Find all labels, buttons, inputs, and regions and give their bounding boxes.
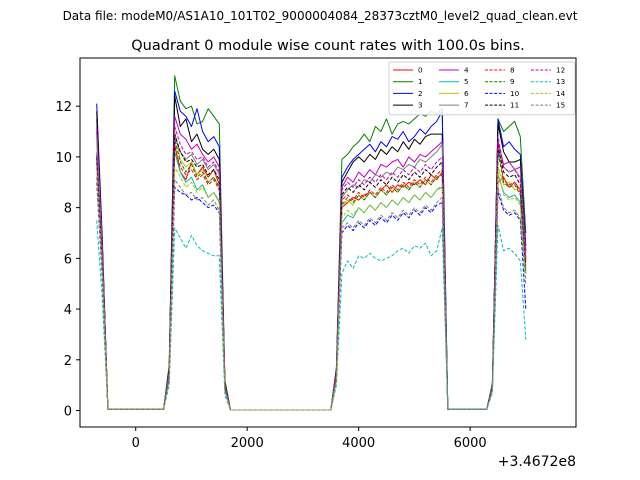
legend-label-5: 5 xyxy=(464,77,469,86)
legend-label-0: 0 xyxy=(418,66,423,75)
y-tick-label: 2 xyxy=(64,354,72,369)
series-line-15 xyxy=(96,177,527,411)
series-line-10 xyxy=(96,182,527,411)
series-line-7 xyxy=(96,136,527,411)
series-line-8 xyxy=(96,143,527,411)
legend-label-3: 3 xyxy=(418,101,423,110)
series-line-13 xyxy=(96,220,527,411)
series-line-5 xyxy=(96,151,527,411)
series-line-14 xyxy=(96,166,527,411)
x-tick-label: 2000 xyxy=(231,436,264,451)
x-axis-ticks: 0 2000 4000 6000 xyxy=(132,427,487,451)
y-tick-label: 12 xyxy=(55,100,72,115)
x-tick-label: 6000 xyxy=(454,436,487,451)
plot-lines xyxy=(96,75,527,411)
legend-label-7: 7 xyxy=(464,101,469,110)
y-tick-label: 8 xyxy=(64,202,72,217)
legend-box xyxy=(388,61,576,116)
legend-label-6: 6 xyxy=(464,89,469,98)
series-line-0 xyxy=(96,131,527,411)
series-line-6 xyxy=(96,131,527,411)
legend-label-4: 4 xyxy=(464,66,469,75)
series-line-11 xyxy=(96,133,527,411)
legend-label-12: 12 xyxy=(556,66,565,75)
series-line-9 xyxy=(96,138,527,411)
legend-label-10: 10 xyxy=(510,89,520,98)
y-tick-label: 4 xyxy=(64,303,72,318)
legend-label-1: 1 xyxy=(418,77,423,86)
legend-label-8: 8 xyxy=(510,66,515,75)
x-tick-label: 4000 xyxy=(342,436,375,451)
axes-frame xyxy=(79,57,577,428)
y-tick-label: 6 xyxy=(64,252,72,267)
figure-suptitle: Data file: modeM0/AS1A10_101T02_90000040… xyxy=(63,9,578,23)
series-line-4 xyxy=(96,115,527,411)
series-line-2 xyxy=(96,90,527,411)
y-tick-label: 10 xyxy=(55,151,72,166)
x-tick-label: 0 xyxy=(132,436,140,451)
legend-label-9: 9 xyxy=(510,77,515,86)
series-line-1 xyxy=(96,75,527,411)
x-axis-offset-label: +3.4672e8 xyxy=(498,454,576,470)
legend-label-14: 14 xyxy=(556,89,566,98)
chart-title: Quadrant 0 module wise count rates with … xyxy=(131,38,525,54)
legend-label-13: 13 xyxy=(556,77,565,86)
y-axis-ticks: 0 2 4 6 8 10 12 xyxy=(55,100,80,420)
legend-label-11: 11 xyxy=(510,101,519,110)
legend-label-15: 15 xyxy=(556,101,565,110)
legend-label-2: 2 xyxy=(418,89,423,98)
series-line-12 xyxy=(96,126,527,411)
series-line-3 xyxy=(96,95,527,411)
y-tick-label: 0 xyxy=(64,405,72,420)
